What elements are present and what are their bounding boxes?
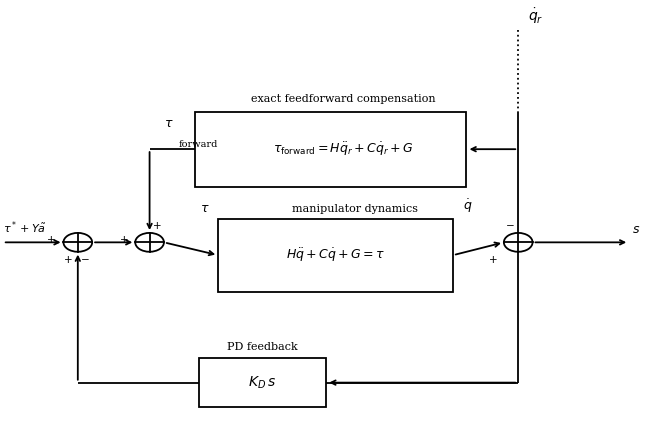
Bar [195, 112, 466, 187]
Text: $s$: $s$ [632, 223, 641, 236]
Text: +: + [153, 221, 161, 231]
Text: $\tau$: $\tau$ [200, 202, 210, 215]
Text: $K_D\, s$: $K_D\, s$ [248, 374, 276, 391]
Text: exact feedforward compensation: exact feedforward compensation [251, 94, 436, 104]
Circle shape [136, 233, 164, 252]
Text: +: + [489, 255, 497, 265]
Circle shape [63, 233, 92, 252]
Circle shape [504, 233, 532, 252]
Text: forward: forward [179, 140, 218, 150]
Text: $\tau^* + Y\tilde{a}$: $\tau^* + Y\tilde{a}$ [3, 219, 46, 236]
Text: +: + [120, 235, 129, 245]
Text: $\tau$: $\tau$ [164, 117, 174, 130]
Text: $\tau_{\rm forward} = H\ddot{q}_r + C\dot{q}_r + G$: $\tau_{\rm forward} = H\ddot{q}_r + C\do… [273, 140, 414, 158]
Bar [218, 219, 453, 292]
Text: PD feedback: PD feedback [227, 341, 297, 352]
Bar [199, 358, 326, 407]
Text: $\dot{q}$: $\dot{q}$ [463, 197, 472, 215]
Text: $\dot{q}_r$: $\dot{q}_r$ [528, 6, 544, 26]
Text: −: − [506, 221, 515, 231]
Text: manipulator dynamics: manipulator dynamics [292, 204, 418, 214]
Text: −: − [81, 255, 90, 265]
Text: +: + [64, 255, 72, 265]
Text: $H\ddot{q} + C\dot{q} + G = \tau$: $H\ddot{q} + C\dot{q} + G = \tau$ [286, 246, 385, 264]
Text: +: + [47, 235, 56, 245]
